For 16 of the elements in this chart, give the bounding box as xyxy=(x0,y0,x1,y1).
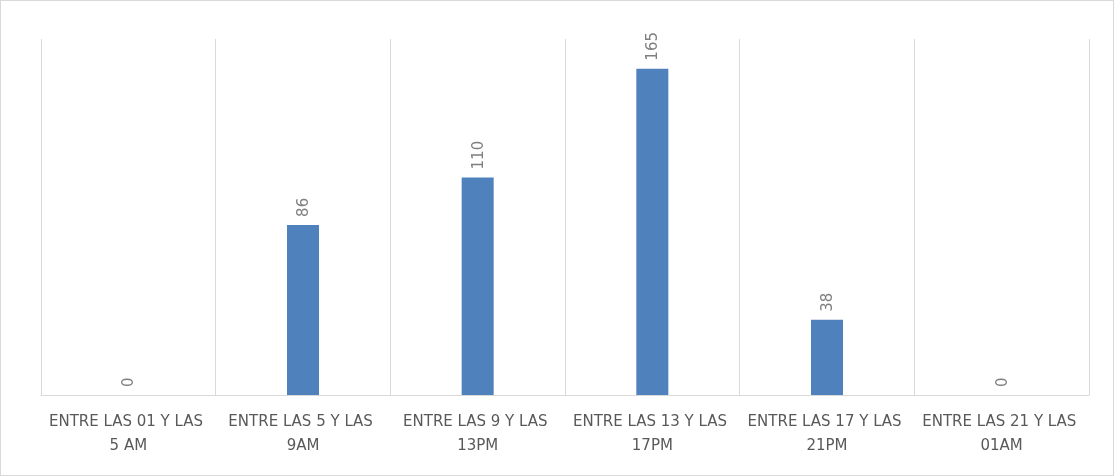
x-tick-label: ENTRE LAS 01 Y LAS 5 AM xyxy=(48,412,208,454)
data-label: 0 xyxy=(992,377,1011,387)
bar xyxy=(287,224,319,395)
data-label: 86 xyxy=(294,197,312,217)
x-tick-label: ENTRE LAS 5 Y LAS 9AM xyxy=(228,412,378,454)
data-label: 0 xyxy=(119,377,138,387)
bar xyxy=(636,68,669,395)
bar xyxy=(461,177,494,395)
bar xyxy=(811,319,843,395)
x-tick-label: ENTRE LAS 9 Y LAS 13PM xyxy=(403,412,553,454)
x-tick-label: ENTRE LAS 21 Y LAS 01AM xyxy=(922,412,1082,454)
data-label: 165 xyxy=(643,32,662,61)
data-label: 110 xyxy=(468,140,487,170)
x-tick-label: ENTRE LAS 17 Y LAS 21PM xyxy=(747,412,907,454)
x-tick-label: ENTRE LAS 13 Y LAS 17PM xyxy=(572,412,732,454)
data-label: 38 xyxy=(818,292,836,312)
